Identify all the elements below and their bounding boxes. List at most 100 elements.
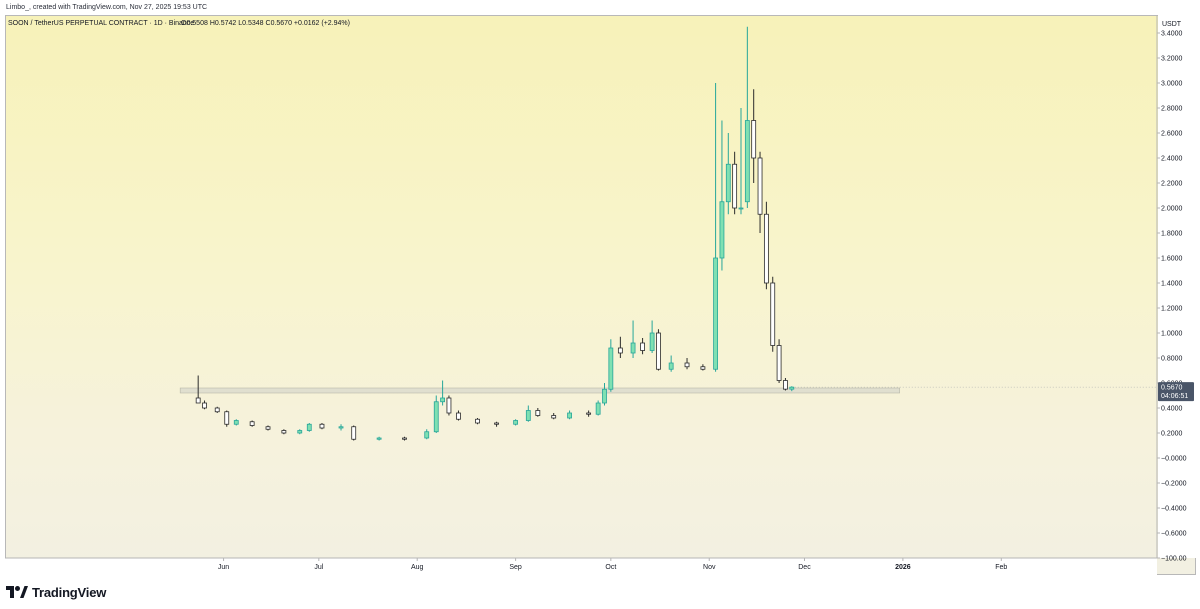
candle-body: [770, 282, 776, 346]
author-name: Limbo_,: [6, 4, 33, 11]
price-tick-label: −0.0000: [1161, 456, 1187, 463]
tradingview-logo-icon: [6, 586, 28, 598]
candle-body: [617, 347, 623, 354]
candle-body: [783, 380, 788, 390]
price-tick-label: 2.0000: [1161, 206, 1183, 213]
time-tick-label: Nov: [703, 564, 716, 571]
price-tick-label: −0.6000: [1161, 531, 1187, 538]
price-tick-label: 1.0000: [1161, 331, 1183, 338]
candle-body: [265, 426, 271, 430]
price-axis-bg: [1158, 15, 1196, 558]
candle-body: [402, 437, 407, 440]
close-label: C: [266, 20, 271, 27]
last-price-tag: [1158, 382, 1194, 402]
attribution-text: created with TradingView.com, Nov 27, 20…: [32, 4, 208, 11]
candle-body: [297, 430, 303, 434]
candle-body: [281, 430, 287, 434]
price-tick-label: 1.4000: [1161, 281, 1183, 288]
time-axis-bg: [5, 558, 1157, 575]
candle-body: [433, 401, 439, 433]
candle-body: [351, 426, 357, 440]
candle-body: [319, 423, 325, 429]
chart-header: SOON / TetherUS PERPETUAL CONTRACT · 1D …: [8, 20, 350, 27]
candle-body: [214, 407, 220, 413]
price-tick-label: 3.4000: [1161, 31, 1183, 38]
price-tick-label: 1.2000: [1161, 306, 1183, 313]
time-tick-label: 2026: [895, 564, 911, 571]
time-tick-label: Aug: [411, 564, 424, 571]
candle-body: [446, 397, 452, 414]
countdown-label: 04:06:51: [1161, 393, 1188, 400]
candle-body: [684, 362, 690, 368]
high-value: 0.5742: [215, 20, 238, 27]
candle-body: [202, 402, 207, 409]
support-zone-layer: [179, 387, 901, 394]
candle-body: [751, 120, 757, 159]
attribution-line: Limbo_, created with TradingView.com, No…: [6, 4, 207, 11]
time-tick-label: Oct: [605, 564, 616, 571]
candle-body: [595, 402, 601, 415]
candle-body: [757, 157, 763, 215]
candle-body: [789, 386, 795, 390]
candle-body: [738, 207, 744, 210]
candle-body: [732, 163, 738, 209]
candle-body: [224, 411, 230, 425]
close-value: 0.5670: [271, 20, 294, 27]
candle-body: [551, 415, 557, 419]
chart-area[interactable]: [5, 15, 1196, 575]
chart-svg[interactable]: USDT 3.4000 3.2000 3.0000 2.8000 2.6000 2.4000…: [5, 15, 1196, 575]
support-zone: [179, 387, 901, 394]
candle-body: [763, 213, 769, 284]
candle-body: [649, 332, 655, 351]
candle-body: [776, 345, 782, 381]
price-tick-label: −100.00: [1161, 556, 1187, 563]
time-axis[interactable]: Jun Jul Aug Sep Oct Nov Dec 2026 Feb: [5, 557, 1157, 575]
candle-body: [567, 412, 572, 419]
price-tick-label: 2.2000: [1161, 181, 1183, 188]
last-price-label: 0.5670: [1161, 385, 1183, 392]
candle-body: [456, 412, 461, 420]
candle-body: [376, 437, 382, 440]
price-tick-label: 1.8000: [1161, 231, 1183, 238]
candle-body: [668, 362, 674, 370]
low-value: 0.5348: [242, 20, 265, 27]
candle-body: [475, 418, 480, 424]
price-tick-label: −0.2000: [1161, 481, 1187, 488]
open-value: 0.5508: [186, 20, 209, 27]
candle-body: [713, 257, 718, 370]
candle-body: [630, 342, 636, 354]
candle-body: [719, 201, 725, 259]
price-tick-label: −0.4000: [1161, 506, 1187, 513]
price-tick-label: 2.4000: [1161, 156, 1183, 163]
candle-body: [608, 347, 614, 390]
candle-body: [535, 410, 541, 416]
price-tick-label: 2.8000: [1161, 106, 1183, 113]
time-tick-label: Feb: [995, 564, 1007, 571]
price-tick-label: 2.6000: [1161, 131, 1183, 138]
low-label: L: [238, 20, 242, 27]
candle-body: [525, 410, 531, 421]
candle-body: [338, 426, 344, 429]
candle-body: [656, 332, 661, 370]
candle-body: [249, 421, 255, 426]
price-tick-label: 1.6000: [1161, 256, 1183, 263]
time-tick-label: Dec: [798, 564, 811, 571]
candle-body: [424, 431, 430, 439]
high-label: H: [210, 20, 215, 27]
candle-body: [700, 366, 706, 370]
candle-body: [494, 422, 499, 425]
price-axis-currency: USDT: [1162, 21, 1182, 28]
candle-body: [640, 342, 645, 351]
candle-body: [306, 423, 312, 431]
time-tick-label: Sep: [509, 564, 522, 571]
price-axis[interactable]: USDT 3.4000 3.2000 3.0000 2.8000 2.6000 2.4000…: [1156, 15, 1196, 563]
ohlc-values: O0.5508 H0.5742 L0.5348 C0.5670 +0.0162 …: [181, 20, 350, 27]
candle-body: [233, 420, 239, 425]
price-tick-label: 0.8000: [1161, 356, 1183, 363]
time-tick-label: Jul: [314, 564, 323, 571]
candle-body: [725, 163, 731, 203]
candle-body: [744, 120, 750, 203]
candle-body: [602, 388, 607, 404]
tradingview-logo[interactable]: TradingView: [6, 584, 106, 600]
